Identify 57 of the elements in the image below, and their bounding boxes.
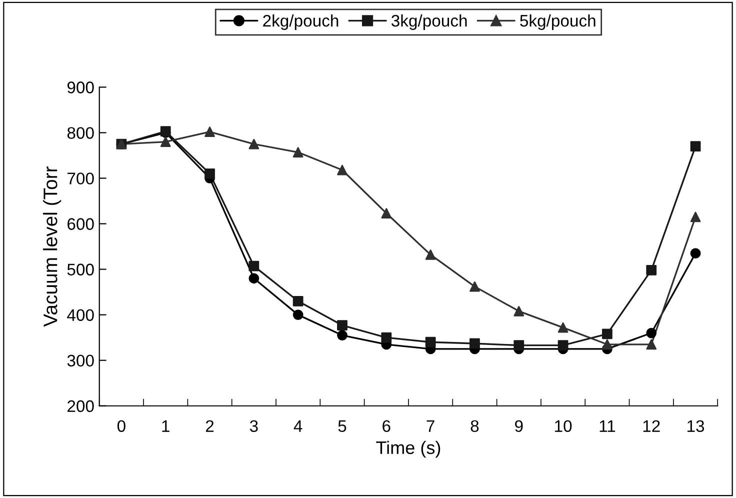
x-tick-label: 11 — [600, 420, 616, 432]
legend-label: 3kg/pouch — [391, 14, 467, 30]
point — [558, 340, 568, 351]
point — [292, 296, 304, 306]
x-tick-label: 1 — [162, 420, 170, 432]
point — [248, 273, 260, 284]
point — [646, 328, 657, 338]
y-axis-title: Vacuum level (Torr — [43, 166, 62, 327]
point — [690, 141, 701, 152]
point — [337, 164, 348, 176]
point — [470, 338, 480, 349]
y-tick-label: 800 — [67, 127, 94, 139]
point — [558, 322, 568, 333]
point — [514, 306, 524, 316]
point — [602, 328, 612, 340]
x-axis-title: Time (s) — [376, 440, 440, 458]
legend-label: 5kg/pouch — [520, 14, 596, 30]
point — [337, 330, 348, 340]
point — [381, 332, 392, 343]
x-tick-label: 4 — [294, 420, 302, 432]
x-tick-label: 9 — [515, 420, 523, 432]
x-tick-label: 2 — [206, 420, 214, 432]
point — [646, 339, 657, 350]
point — [381, 208, 392, 218]
y-tick-label: 600 — [68, 218, 94, 230]
x-tick-label: 0 — [117, 420, 126, 432]
x-tick-label: 12 — [643, 420, 660, 432]
point — [204, 168, 215, 179]
point — [690, 212, 701, 222]
point — [646, 264, 657, 276]
point — [292, 310, 304, 320]
x-tick-label: 10 — [555, 420, 572, 432]
point — [690, 248, 701, 259]
point — [514, 340, 524, 351]
y-tick-label: 500 — [67, 264, 94, 276]
y-tick-label: 300 — [67, 354, 94, 367]
y-tick-label: 700 — [68, 172, 94, 184]
x-tick-label: 7 — [426, 420, 434, 432]
point — [425, 336, 436, 348]
point — [337, 320, 348, 330]
legend-label: 2kg/pouch — [263, 14, 338, 30]
point — [602, 339, 612, 350]
x-tick-label: 5 — [338, 420, 346, 432]
x-tick-label: 13 — [688, 420, 704, 432]
y-tick-label: 900 — [67, 82, 94, 94]
point — [470, 281, 480, 292]
point — [425, 250, 436, 260]
x-tick-label: 6 — [382, 420, 390, 432]
x-tick-label: 8 — [470, 420, 479, 432]
y-tick-label: 200 — [68, 400, 94, 412]
point — [204, 126, 215, 137]
x-tick-label: 3 — [250, 420, 258, 432]
point — [248, 138, 260, 150]
point — [292, 147, 304, 158]
point — [248, 260, 260, 272]
y-tick-label: 400 — [67, 309, 94, 322]
point — [160, 136, 171, 147]
